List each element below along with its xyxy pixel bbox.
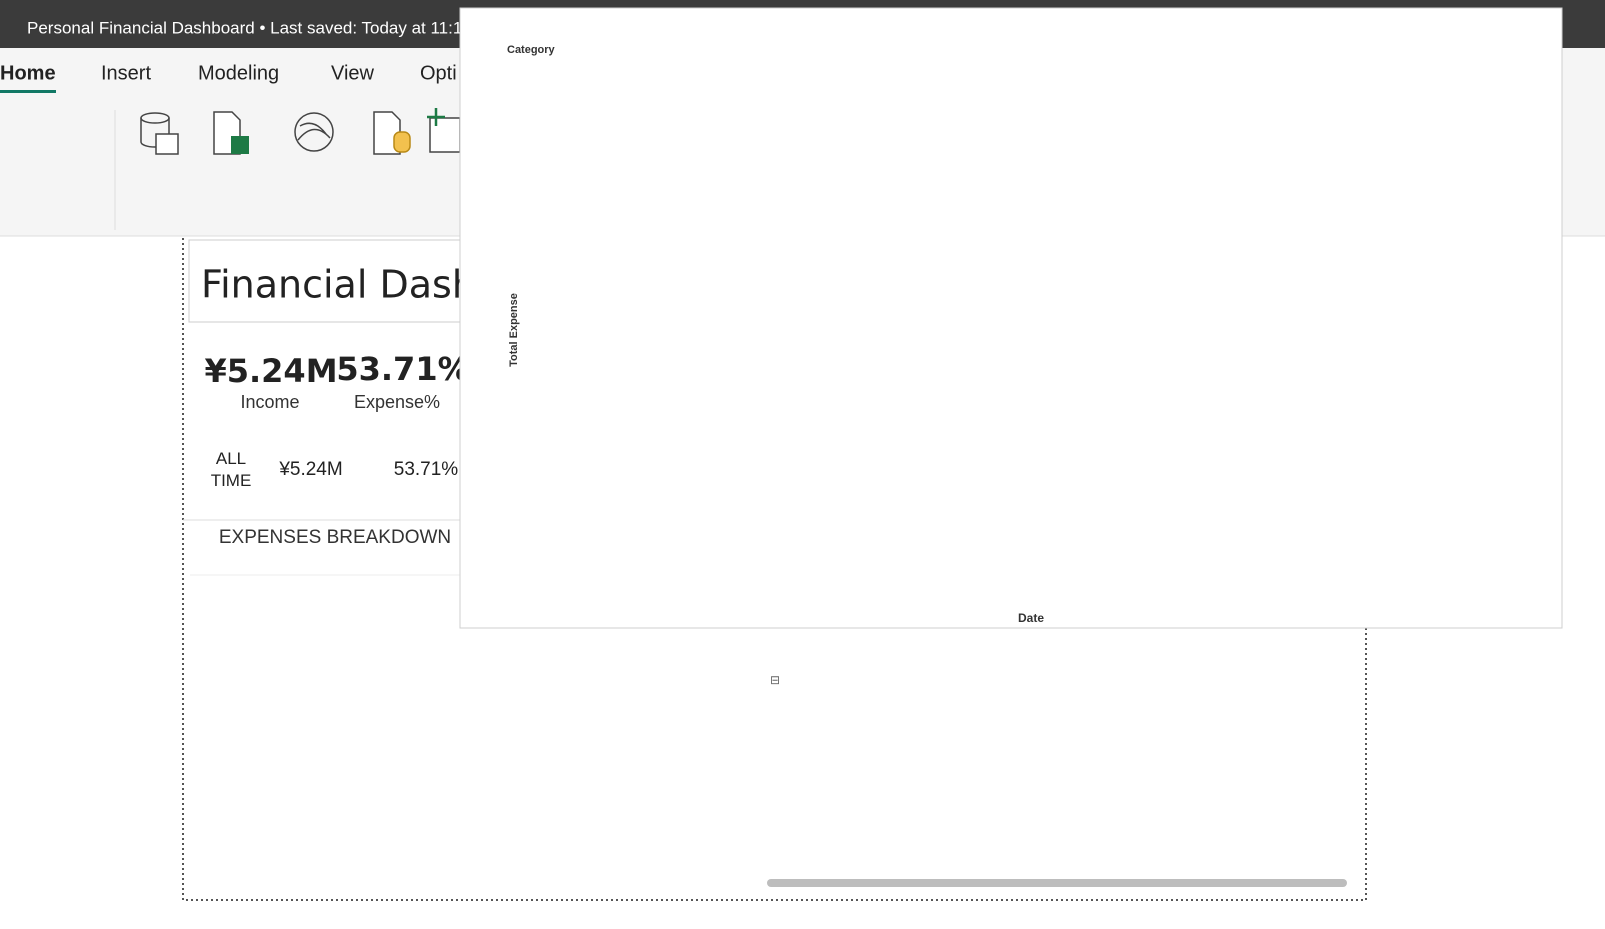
scrollbar [767,879,1347,887]
x-axis-label: Date [1018,611,1044,625]
icon [231,136,249,154]
legend-title: Category [507,44,556,56]
icon [155,133,179,155]
dashboard: Financial Dash ¥5.24M Income 53.71% Expe… [182,238,1367,901]
ribbon-tab: View [331,62,375,84]
ribbon-tab: Home [0,62,56,84]
popup-frame [459,7,1563,629]
report-border [182,238,1367,901]
icon [427,108,445,126]
y-axis-label: Total Expense [508,293,520,367]
line-chart-popup: Category Date Total Expense [459,7,1563,629]
dashboard-title: Financial Dash [201,263,476,307]
icon [294,112,334,152]
kpi-value: 53.71% [336,350,469,388]
kpi-label: Income [240,392,299,412]
tab-underline [0,90,56,93]
ribbon-content: Home Insert Modeling View Opti [0,62,457,84]
kpi-label: Expense% [354,392,440,412]
icon [393,131,411,153]
section-title: EXPENSES BREAKDOWN [219,527,451,548]
window-title: Personal Financial Dashboard • Last save… [27,18,462,37]
title-box [188,239,470,323]
all-time-label: ALL TIME [210,449,252,490]
collapse-icon: ⊟ [770,673,780,687]
ribbon-icons [140,108,461,155]
all-time-income: ¥5.24M [278,459,342,480]
ribbon-tab: Modeling [198,62,279,84]
ribbon-tab: Opti [420,62,457,84]
icon [297,122,331,141]
all-time-expense: 53.71% [394,459,459,480]
kpi-value: ¥5.24M [204,352,337,390]
icon [429,117,461,153]
ribbon-tab: Insert [101,62,151,84]
